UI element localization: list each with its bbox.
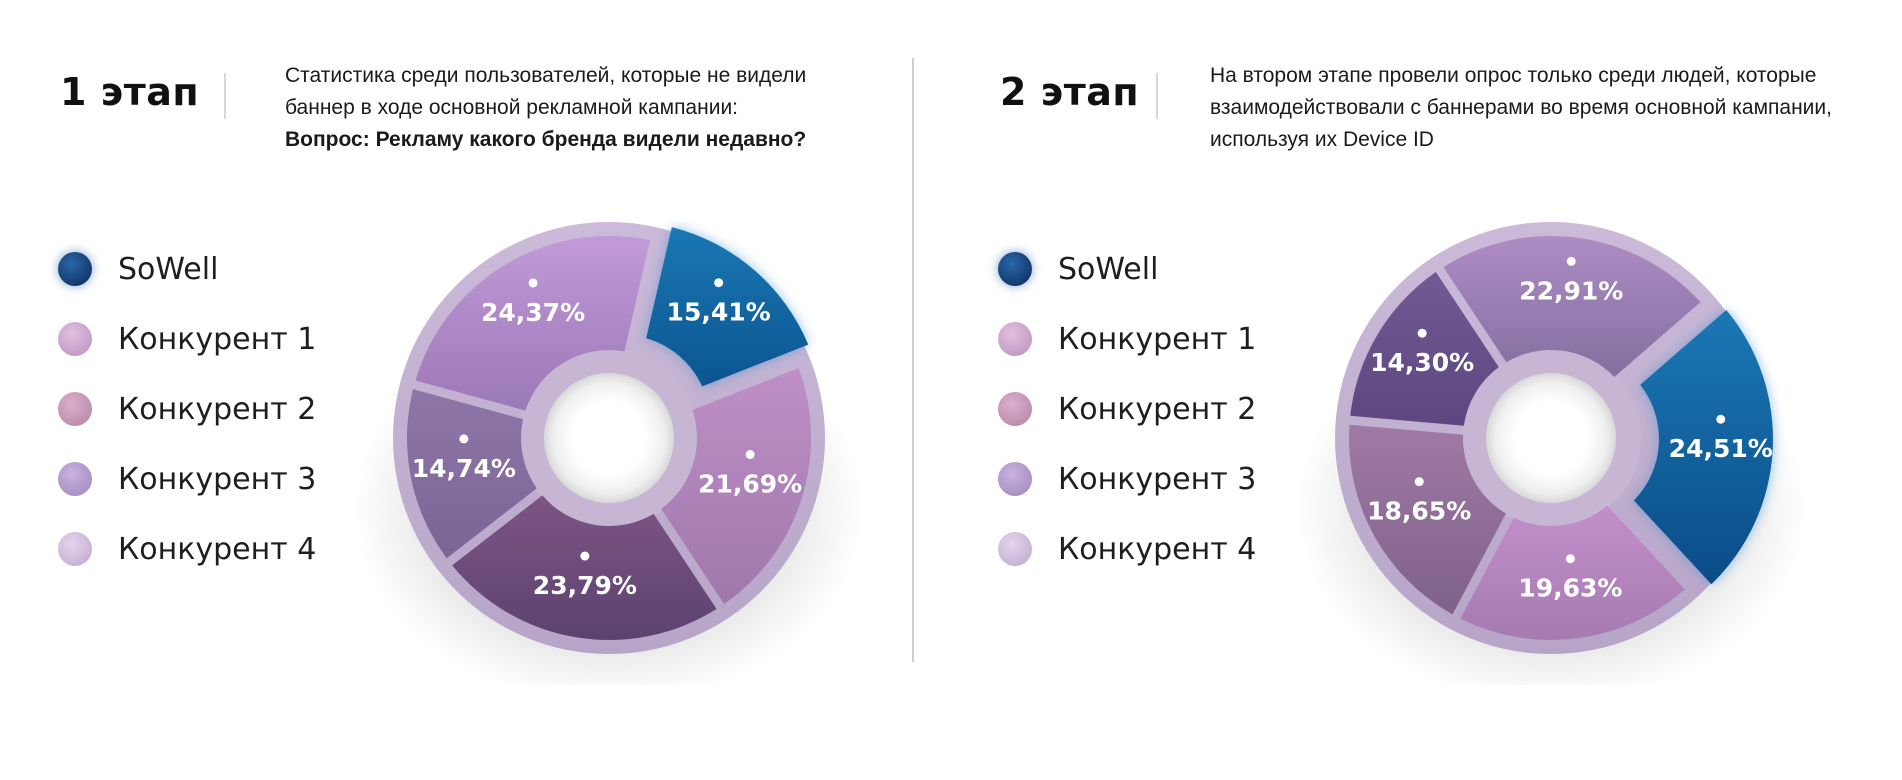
legend-swatch xyxy=(998,462,1032,496)
description-line: На втором этапе провели опрос только сре… xyxy=(1210,64,1817,87)
segment-marker-dot xyxy=(714,278,724,288)
donut-segment-sowell xyxy=(646,227,809,387)
segment-marker-dot xyxy=(528,278,538,288)
segment-value-label: 15,41% xyxy=(667,298,771,327)
legend-item-competitor-1: Конкурент 1 xyxy=(58,304,316,374)
segment-marker-dot xyxy=(580,551,590,561)
segment-marker-dot xyxy=(1716,414,1726,424)
legend-label: Конкурент 4 xyxy=(118,531,317,567)
donut-segment-group: 14,30% xyxy=(1350,272,1499,426)
stage-title: 1 этап xyxy=(60,70,200,114)
segment-marker-dot xyxy=(1417,328,1427,338)
legend-label: Конкурент 4 xyxy=(1058,531,1257,567)
segment-value-label: 14,30% xyxy=(1370,348,1474,377)
survey-question: Вопрос: Рекламу какого бренда видели нед… xyxy=(285,128,807,151)
description-line: Статистика среди пользователей, которые … xyxy=(285,64,807,87)
legend-item-competitor-3: Конкурент 3 xyxy=(998,444,1256,514)
donut-segment-competitor xyxy=(1443,235,1701,377)
segment-value-label: 24,51% xyxy=(1669,434,1773,463)
legend-item-competitor-3: Конкурент 3 xyxy=(58,444,316,514)
donut-segment-group: 15,41% xyxy=(646,227,809,387)
legend-label: Конкурент 1 xyxy=(118,321,317,357)
stage-description: На втором этапе провели опрос только сре… xyxy=(1210,60,1900,156)
segment-marker-dot xyxy=(1565,554,1575,564)
legend-label: SoWell xyxy=(1058,251,1159,287)
donut-segment-group: 24,51% xyxy=(1633,309,1773,585)
legend-label: Конкурент 1 xyxy=(1058,321,1257,357)
description-line: баннер в ходе основной рекламной кампани… xyxy=(285,96,739,119)
segment-marker-dot xyxy=(459,434,469,444)
legend-swatch xyxy=(58,532,92,566)
legend-swatch xyxy=(998,532,1032,566)
segment-value-label: 22,91% xyxy=(1519,276,1623,305)
donut-segment-competitor xyxy=(407,389,537,559)
donut-chart-stage-2: 24,51% 19,63% 18,65% 14,30% 22,91% xyxy=(1295,222,1807,685)
donut-segment-group: 19,63% xyxy=(1460,505,1685,640)
segment-value-label: 18,65% xyxy=(1367,497,1471,526)
stage-1-panel: 1 этап Статистика среди пользователей, к… xyxy=(0,0,930,780)
segment-value-label: 19,63% xyxy=(1518,574,1622,603)
donut-segment-competitor xyxy=(415,236,651,411)
legend-swatch xyxy=(58,322,92,356)
description-line: взаимодействовали с баннерами во время о… xyxy=(1210,96,1832,119)
title-separator xyxy=(224,73,226,119)
donut-segment-competitor xyxy=(1350,272,1499,426)
chart-legend: SoWell Конкурент 1 Конкурент 2 Конкурент… xyxy=(58,234,316,584)
legend-label: Конкурент 2 xyxy=(118,391,317,427)
donut-segment-competitor xyxy=(1460,505,1685,640)
title-separator xyxy=(1156,73,1158,119)
stage-2-panel: 2 этап На втором этапе провели опрос тол… xyxy=(945,0,1902,780)
segment-marker-dot xyxy=(1414,477,1424,487)
legend-item-competitor-4: Конкурент 4 xyxy=(58,514,316,584)
donut-segment-group: 14,74% xyxy=(407,389,537,559)
panel-divider xyxy=(912,58,914,662)
legend-swatch xyxy=(58,462,92,496)
legend-label: SoWell xyxy=(118,251,219,287)
legend-item-competitor-2: Конкурент 2 xyxy=(58,374,316,444)
description-line: используя их Device ID xyxy=(1210,128,1434,151)
donut-segment-group: 23,79% xyxy=(452,495,717,640)
legend-item-sowell: SoWell xyxy=(58,234,316,304)
legend-swatch xyxy=(58,392,92,426)
legend-item-competitor-4: Конкурент 4 xyxy=(998,514,1256,584)
donut-segment-group: 24,37% xyxy=(415,236,651,411)
segment-value-label: 14,74% xyxy=(412,454,516,483)
donut-center-hole xyxy=(544,373,674,503)
segment-value-label: 23,79% xyxy=(533,571,637,600)
legend-label: Конкурент 3 xyxy=(1058,461,1257,497)
legend-swatch xyxy=(998,322,1032,356)
donut-segment-group: 18,65% xyxy=(1349,424,1506,615)
stage-description: Статистика среди пользователей, которые … xyxy=(285,60,885,156)
donut-chart-stage-1: 15,41% 21,69% 23,79% 14,74% 24,37% xyxy=(353,222,865,685)
donut-segment-competitor xyxy=(452,495,717,640)
stage-title: 2 этап xyxy=(1000,70,1140,114)
segment-marker-dot xyxy=(1566,256,1576,266)
donut-segment-competitor xyxy=(1349,424,1506,615)
donut-segment-group: 21,69% xyxy=(661,368,811,605)
chart-legend: SoWell Конкурент 1 Конкурент 2 Конкурент… xyxy=(998,234,1256,584)
donut-segment-group: 22,91% xyxy=(1443,235,1701,377)
segment-value-label: 21,69% xyxy=(698,470,802,499)
legend-swatch xyxy=(998,392,1032,426)
donut-segment-competitor xyxy=(661,368,811,605)
segment-value-label: 24,37% xyxy=(481,298,585,327)
legend-label: Конкурент 3 xyxy=(118,461,317,497)
segment-marker-dot xyxy=(745,450,755,460)
legend-item-competitor-2: Конкурент 2 xyxy=(998,374,1256,444)
legend-swatch xyxy=(998,252,1032,286)
legend-swatch xyxy=(58,252,92,286)
donut-center-hole xyxy=(1486,373,1616,503)
legend-label: Конкурент 2 xyxy=(1058,391,1257,427)
legend-item-competitor-1: Конкурент 1 xyxy=(998,304,1256,374)
legend-item-sowell: SoWell xyxy=(998,234,1256,304)
donut-segment-sowell xyxy=(1633,309,1773,585)
